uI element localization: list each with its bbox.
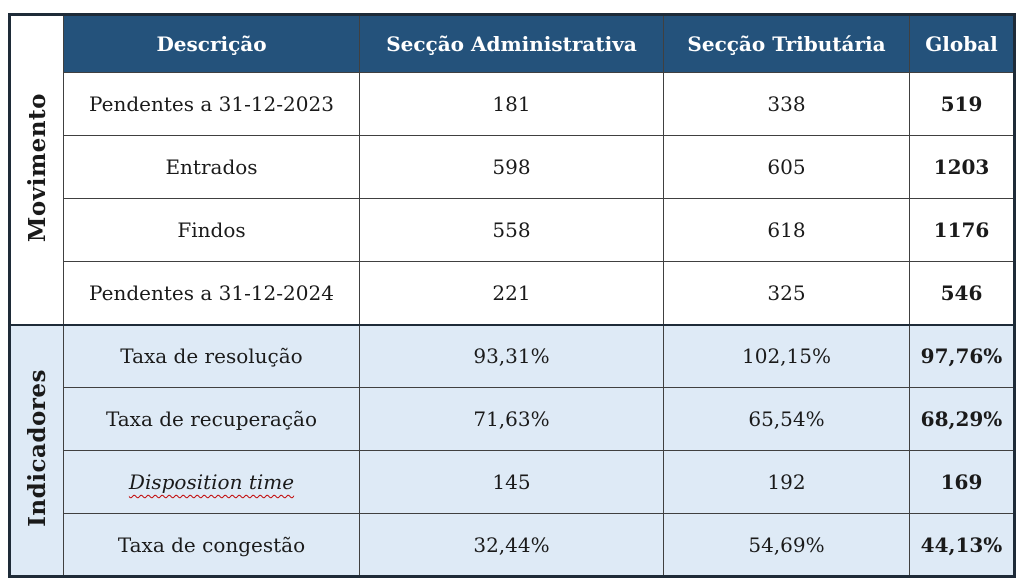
- value-cell-admin: 181: [359, 72, 664, 136]
- header-row: Movimento Descrição Secção Administrativ…: [9, 14, 1015, 325]
- value-cell-global: 519: [909, 72, 1015, 136]
- value-cell-global: 169: [909, 450, 1015, 514]
- header-cell-seccao-administrativa: Secção Administrativa: [359, 14, 664, 73]
- value-cell-global: 68,29%: [909, 387, 1015, 451]
- value-cell-global: 1176: [909, 198, 1015, 262]
- section-label-indicadores: Indicadores: [23, 368, 51, 527]
- value-cell-trib: 65,54%: [663, 387, 910, 451]
- desc-cell: Pendentes a 31-12-2024: [63, 261, 360, 325]
- value-cell-admin: 598: [359, 135, 664, 199]
- table-row-taxa-resolucao: Indicadores Taxa de resolução 93,31% 102…: [9, 323, 1015, 577]
- value-cell-trib: 325: [663, 261, 910, 325]
- table-row-entrados: Entrados 598 605 1203: [10, 135, 1015, 199]
- value-cell-trib: 192: [663, 450, 910, 514]
- value-cell-trib: 605: [663, 135, 910, 199]
- header-cell-global: Global: [909, 14, 1015, 73]
- desc-cell: Taxa de congestão: [63, 513, 360, 577]
- table-row-disposition-time: Disposition time 145 192 169: [10, 450, 1015, 514]
- value-cell-global: 44,13%: [909, 513, 1015, 577]
- section-cell-movimento: Movimento: [9, 14, 64, 325]
- header-cell-descricao: Descrição: [63, 14, 360, 73]
- value-cell-trib: 618: [663, 198, 910, 262]
- table-row-taxa-congestao: Taxa de congestão 32,44% 54,69% 44,13%: [10, 513, 1015, 577]
- section-cell-indicadores: Indicadores: [9, 323, 64, 577]
- desc-cell: Pendentes a 31-12-2023: [63, 72, 360, 136]
- value-cell-global: 97,76%: [909, 323, 1015, 388]
- value-cell-trib: 54,69%: [663, 513, 910, 577]
- table-row-taxa-recuperacao: Taxa de recuperação 71,63% 65,54% 68,29%: [10, 387, 1015, 451]
- value-cell-admin: 32,44%: [359, 513, 664, 577]
- table-row-pendentes-2023: Pendentes a 31-12-2023 181 338 519: [10, 72, 1015, 136]
- desc-cell: Taxa de resolução: [63, 323, 360, 388]
- header-cell-seccao-tributaria: Secção Tributária: [663, 14, 910, 73]
- section-label-movimento: Movimento: [23, 92, 51, 242]
- value-cell-global: 1203: [909, 135, 1015, 199]
- misspelled-term: Disposition time: [128, 470, 295, 494]
- value-cell-admin: 221: [359, 261, 664, 325]
- desc-cell: Disposition time: [63, 450, 360, 514]
- statistics-table: Movimento Descrição Secção Administrativ…: [8, 13, 1016, 578]
- desc-cell: Findos: [63, 198, 360, 262]
- value-cell-admin: 145: [359, 450, 664, 514]
- desc-cell: Taxa de recuperação: [63, 387, 360, 451]
- desc-cell: Entrados: [63, 135, 360, 199]
- table-row-findos: Findos 558 618 1176: [10, 198, 1015, 262]
- table-row-pendentes-2024: Pendentes a 31-12-2024 221 325 546: [10, 261, 1015, 325]
- value-cell-trib: 338: [663, 72, 910, 136]
- value-cell-trib: 102,15%: [663, 323, 910, 388]
- value-cell-global: 546: [909, 261, 1015, 325]
- value-cell-admin: 71,63%: [359, 387, 664, 451]
- value-cell-admin: 93,31%: [359, 323, 664, 388]
- value-cell-admin: 558: [359, 198, 664, 262]
